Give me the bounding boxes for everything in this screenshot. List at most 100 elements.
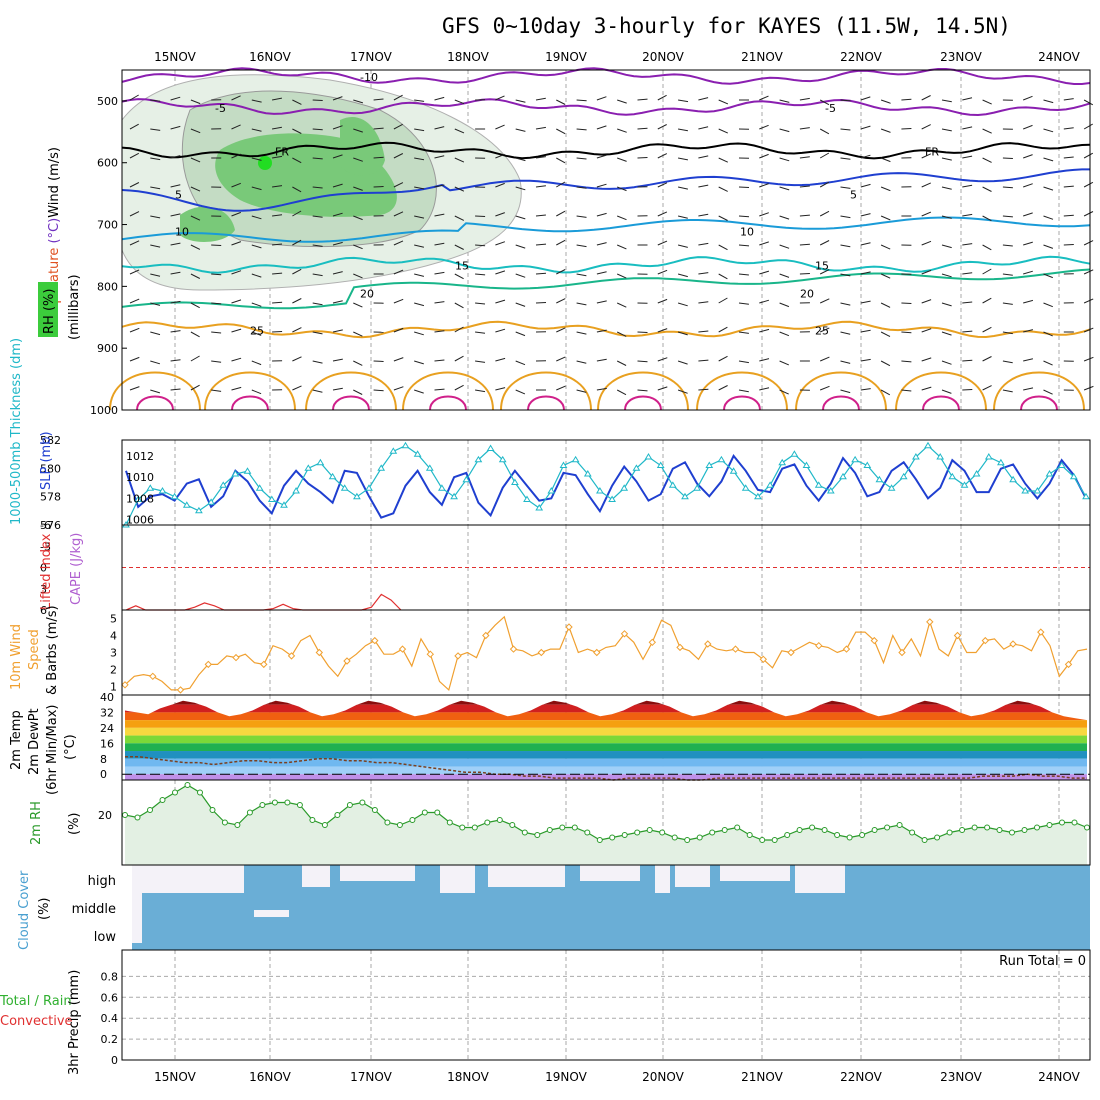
wind-barb: [454, 273, 464, 280]
wind-barb: [495, 182, 505, 188]
rh-point: [271, 799, 278, 806]
cloud-gap: [254, 910, 289, 917]
wind-barb: [840, 157, 851, 160]
wind-speed-point: [787, 648, 795, 657]
wind-barb: [738, 389, 749, 393]
rh-point: [1046, 822, 1053, 828]
wind-speed-point: [870, 636, 879, 645]
wind-barb: [982, 186, 992, 192]
thickness-point: [997, 458, 1005, 466]
rh-point: [609, 834, 616, 841]
wind-ylabel: & Barbs (m/s): [45, 605, 60, 695]
wind-barb: [1083, 211, 1094, 217]
wind-speed-point: [426, 650, 435, 658]
wind-barb: [901, 302, 912, 304]
wind-barb: [921, 386, 932, 391]
wind-barb: [738, 331, 749, 334]
date-tick-label: 19NOV: [545, 1070, 587, 1084]
isotherm-label: 15: [815, 260, 829, 273]
wind-barb: [251, 244, 262, 249]
rh-point: [671, 834, 678, 841]
wind-speed-point: [482, 631, 490, 640]
wind-barb: [982, 297, 992, 304]
wind-barb: [576, 389, 587, 393]
wind-barb: [860, 388, 871, 391]
temp-band: [125, 751, 1087, 759]
y-tick-label: 900: [97, 342, 118, 355]
wind-barb: [150, 215, 161, 219]
wind-barb: [373, 389, 384, 392]
thickness-point: [863, 461, 872, 468]
wind-barb: [1043, 273, 1053, 279]
wind-barb: [840, 99, 851, 102]
rh-point: [634, 829, 641, 836]
rh-tick: 20: [98, 809, 112, 822]
wind-barb: [596, 125, 607, 130]
wind-barb: [819, 128, 830, 135]
wind-barb: [393, 386, 404, 391]
wind-barb: [1002, 215, 1013, 218]
rh-point: [421, 809, 428, 816]
slp-frame: [121, 439, 1091, 526]
wind-barb: [332, 125, 343, 130]
wind-barb: [718, 157, 729, 163]
wind-barb: [312, 331, 323, 335]
wind-tick: 5: [110, 613, 117, 626]
wind-barb: [251, 360, 262, 366]
wind-barb: [880, 99, 891, 104]
wind-barb: [840, 215, 851, 219]
isotherm-30: [500, 371, 592, 411]
wind-barb: [1063, 214, 1074, 217]
wind-barb: [150, 244, 161, 248]
wind-barb: [231, 299, 242, 304]
wind-barb: [901, 331, 912, 334]
wind-barb: [535, 126, 546, 130]
isotherm-label: 15: [455, 260, 469, 273]
wind-barb: [1023, 299, 1034, 304]
rh-point: [172, 789, 178, 796]
isotherm-30: [305, 371, 397, 411]
wind-barb: [454, 326, 464, 333]
rh-point: [359, 799, 366, 806]
wind-barb: [414, 389, 424, 394]
wind-barb: [759, 212, 769, 217]
rh-point: [284, 799, 291, 806]
wind-barb: [596, 242, 607, 246]
rh-point: [309, 817, 316, 823]
rh-point: [959, 827, 966, 833]
wind-barb: [231, 241, 242, 246]
isotherm-30: [204, 371, 296, 411]
wind-barb: [434, 184, 445, 188]
isotherm-label: -5: [215, 102, 226, 115]
y-tick-label: 700: [97, 219, 118, 232]
cloud-gap: [580, 865, 640, 881]
rh-point: [884, 824, 891, 831]
wind-barb: [738, 215, 750, 218]
wind-barb: [779, 157, 790, 162]
wind-barb: [373, 127, 384, 130]
wind-barb: [596, 96, 607, 101]
wind-barb: [434, 155, 445, 159]
wind-barb: [880, 186, 891, 192]
wind-barb: [617, 186, 627, 192]
thickness-tick: 580: [40, 462, 61, 475]
wind-barb: [596, 300, 607, 304]
wind-barb: [819, 99, 830, 106]
wind-barb: [698, 272, 709, 275]
top-date-axis: 15NOV 16NOV 17NOV 18NOV 19NOV 20NOV 21NOV 22NOV…: [154, 50, 1080, 64]
wind-barb: [779, 128, 790, 133]
wind-barb: [962, 359, 973, 362]
wind-barb: [779, 215, 790, 220]
wind-speed-point: [704, 640, 712, 648]
wind-barb: [251, 186, 262, 191]
wind-barb: [312, 360, 323, 364]
wind-barb: [495, 212, 505, 217]
thickness-point: [353, 492, 361, 500]
isotherm-label: 10: [175, 226, 189, 239]
wind-barb: [353, 244, 363, 250]
rh-point: [834, 832, 841, 838]
isotherm-30: [795, 371, 887, 411]
rh-point: [209, 807, 216, 813]
thickness-point: [656, 461, 665, 468]
wind-barb: [170, 242, 181, 246]
